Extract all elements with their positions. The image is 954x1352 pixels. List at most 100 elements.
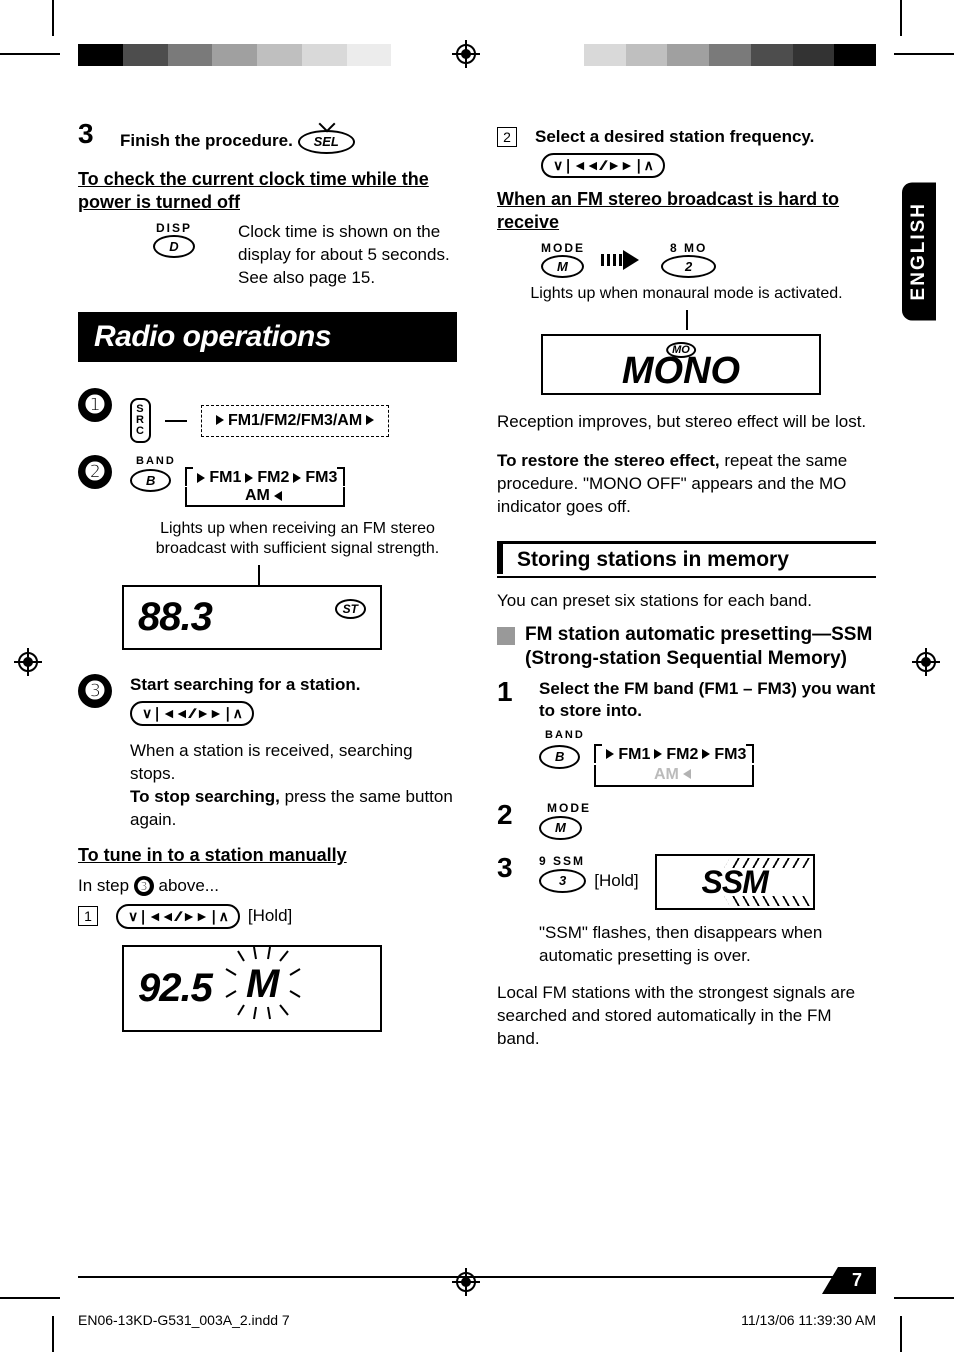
eight-mo-label: 8 MO [661,241,716,255]
arrow-icon [601,250,645,270]
document-footer: EN06-13KD-G531_003A_2.indd 7 11/13/06 11… [78,1312,876,1328]
disp-button-block: DISP D [126,221,222,258]
hold-label-1: [Hold] [248,905,292,928]
footer-rule [78,1276,876,1278]
lcd-freq-1: 88.3 [138,595,212,640]
radio-operations-heading: Radio operations [78,312,457,362]
step-3-text: Finish the procedure. SEL [120,120,457,154]
crop-mark [894,1297,954,1299]
m-indicator: M [226,955,312,1022]
restore-text: To restore the stereo effect, repeat the… [497,450,876,519]
pointer-line [258,565,260,585]
lcd-display-1: 88.3 ST [122,585,382,650]
svg-text:M: M [246,962,281,1006]
restore-bold: To restore the stereo effect, [497,451,720,470]
registration-mark-icon [912,648,940,676]
fm-cycle: FM1 FM2 FM3 [185,469,345,487]
ssm-description: "SSM" flashes, then disappears when auto… [539,922,876,968]
mode-label: MODE [541,241,585,255]
step-3-body-r: 9 SSM 3 [Hold] SSM "SSM" flashes, then d… [539,854,876,968]
disp-label: DISP [126,221,222,235]
crop-mark [900,0,902,36]
square-marker-icon [497,627,515,645]
band-label-2: BAND [545,729,876,743]
registration-mark-icon [14,648,42,676]
footer-file: EN06-13KD-G531_003A_2.indd 7 [78,1312,290,1328]
crop-mark [0,1297,60,1299]
color-bar-right [542,44,876,66]
local-description: Local FM stations with the strongest sig… [497,982,876,1051]
ssm-subheading: FM station automatic presetting—SSM (Str… [525,623,876,671]
search-description: When a station is received, searching st… [130,740,457,832]
mo-tag: MO [666,342,696,358]
fm1-label: FM1 [209,469,241,486]
sel-button: SEL [298,130,355,154]
circle-1-icon: ➊ [78,388,112,422]
square-1: 1 [78,906,98,926]
src-button: SRC [130,398,151,443]
disp-button: D [153,235,194,258]
band-flow-top: FM1/FM2/FM3/AM [201,405,389,437]
seek-button-1: ∨❘◄◄ ∕∕ ►►❘∧ [130,701,254,726]
fm3-label-2: FM3 [714,746,746,763]
step-1-body: Select the FM band (FM1 – FM3) you want … [539,678,876,786]
nine-ssm-label: 9 SSM [539,854,639,869]
band-flow-top-text: FM1/FM2/FM3/AM [228,412,362,429]
registration-mark-icon [452,40,480,68]
band-label: BAND [136,455,457,467]
am-label: AM [245,487,270,504]
search-desc-2-bold: To stop searching, [130,787,280,806]
ssm-button-block: 9 SSM 3 [Hold] [539,854,639,893]
mode-button-block: MODE M [541,241,585,278]
step-1-number: 1 [497,678,521,786]
two-button: 2 [661,255,716,278]
step-1-text: Select the FM band (FM1 – FM3) you want … [539,679,875,719]
crop-mark [894,53,954,55]
fm3-label: FM3 [305,469,337,486]
select-freq-text: Select a desired station frequency. [535,126,876,147]
square-2: 2 [497,127,517,147]
band-button: B [130,469,171,492]
fm2-label: FM2 [257,469,289,486]
pointer-line-2 [686,310,688,330]
storing-heading-block: Storing stations in memory [497,541,876,578]
page-number: 7 [822,1267,876,1294]
circle-3-inline-icon: ➌ [134,876,154,896]
manual-tune-heading: To tune in to a station manually [78,844,457,867]
step-3-label: Finish the procedure. [120,131,293,150]
mo-button-block: 8 MO 2 [661,241,716,278]
am-cycle-2: AM [594,765,754,787]
right-column: 2 Select a desired station frequency. ∨❘… [497,120,876,1051]
page-content: ENGLISH 3 Finish the procedure. SEL To c… [78,120,876,1252]
ssm-lcd: SSM [655,854,815,910]
crop-mark [52,1316,54,1352]
reception-text: Reception improves, but stereo effect wi… [497,411,876,434]
crop-mark [52,0,54,36]
step-2-body: MODE M [539,801,876,840]
step-search-text: Start searching for a station. [130,674,457,695]
lcd-display-2: 92.5 M [122,945,382,1032]
crop-mark [900,1316,902,1352]
registration-mark-icon [452,1268,480,1296]
step-3-number-r: 3 [497,854,521,968]
manual-intro-a: In step [78,876,134,895]
mode-label-2: MODE [547,801,876,816]
clock-heading: To check the current clock time while th… [78,168,457,213]
sel-button-graphic: SEL [298,130,355,154]
manual-intro: In step ➌ above... [78,875,457,898]
lcd-freq-2: 92.5 [138,966,212,1011]
three-button: 3 [539,869,586,893]
step-2-number: 2 [497,801,521,840]
color-bar-left [78,44,436,66]
crop-mark [0,53,60,55]
language-tab: ENGLISH [902,182,936,320]
search-desc-1: When a station is received, searching st… [130,741,413,783]
circle-3-icon: ➌ [78,674,112,708]
hold-label-2: [Hold] [594,870,638,893]
fm-cycle-2: FM1FM2FM3 [594,745,754,765]
step-3-number: 3 [78,120,102,154]
seek-button-3: ∨❘◄◄ ∕∕ ►►❘∧ [541,153,665,178]
manual-intro-b: above... [154,876,219,895]
preset-intro: You can preset six stations for each ban… [497,590,876,613]
st-tag: ST [335,599,366,619]
